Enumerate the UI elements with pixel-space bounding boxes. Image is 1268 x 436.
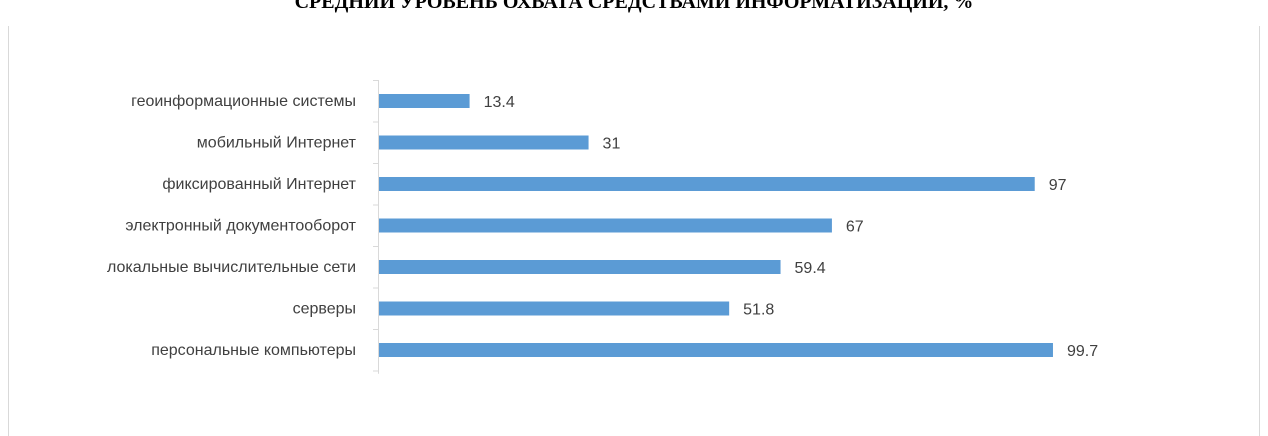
bar [379,94,470,108]
data-label: 59.4 [795,260,826,277]
data-label: 67 [846,219,864,236]
category-label: фиксированный Интернет [162,176,356,193]
chart-border-left [8,26,9,436]
bar [379,260,781,274]
bar [379,135,589,150]
category-label: электронный документооборот [125,218,356,235]
bar [379,218,832,233]
data-label: 13.4 [484,94,515,111]
chart-border-right [1259,26,1260,436]
category-label: локальные вычислительные сети [107,259,356,276]
category-label: мобильный Интернет [197,135,357,152]
data-label: 31 [603,136,621,153]
data-label: 51.8 [743,302,774,319]
data-label: 97 [1049,177,1067,194]
chart-title: СРЕДНИЙ УРОВЕНЬ ОХВАТА СРЕДСТВАМИ ИНФОРМ… [294,0,974,13]
data-label: 99.7 [1067,343,1098,360]
bar [379,177,1035,191]
category-label: геоинформационные системы [131,93,356,110]
category-label: персональные компьютеры [151,342,356,359]
bar [379,301,730,316]
category-label: серверы [293,301,356,318]
bar [379,343,1053,357]
